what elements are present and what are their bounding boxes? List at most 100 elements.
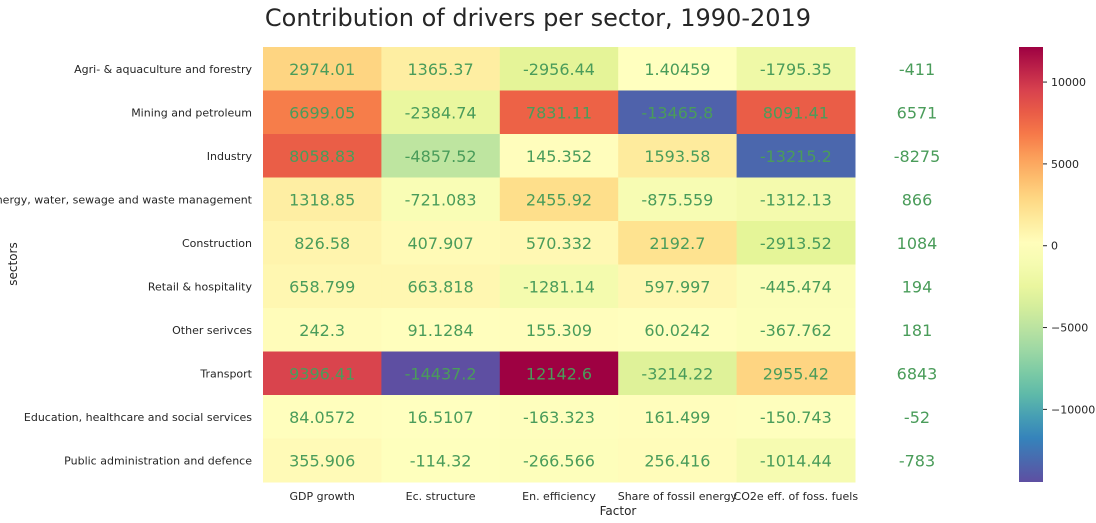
cell-value-label: 407.907 — [408, 234, 474, 253]
cell-value-label: 826.58 — [294, 234, 350, 253]
cell-value-label: -1795.35 — [760, 60, 832, 79]
heatmap-cell — [263, 177, 382, 222]
heatmap-cell — [499, 221, 619, 265]
cell-value-label: -4857.52 — [405, 147, 477, 166]
colorbar-tick-label: 5000 — [1051, 158, 1079, 171]
totals-column: -411 6571 -8275 866 1084 194 181 6843 -52 -783 — [894, 60, 941, 471]
heatmap-cell — [618, 177, 738, 222]
heatmap-cell — [618, 134, 738, 178]
cell-value-label: 2955.42 — [763, 364, 829, 383]
heatmap-cell — [499, 134, 619, 178]
x-axis-title: Factor — [600, 504, 637, 518]
cell-value-label: 8058.83 — [289, 147, 355, 166]
total-value-label: 194 — [902, 277, 933, 296]
cell-value-label: -2384.74 — [405, 103, 477, 122]
heatmap-cell — [736, 351, 856, 396]
heatmap-cell — [736, 90, 856, 135]
total-value-label: -783 — [899, 451, 935, 470]
cell-value-label: -2956.44 — [523, 60, 595, 79]
heatmap-cell — [736, 264, 856, 309]
heatmap-cell — [499, 177, 619, 222]
heatmap-cell — [618, 264, 738, 309]
heatmap-cell — [736, 395, 856, 439]
cell-value-label: -1281.14 — [523, 277, 595, 296]
cell-value-label: 1318.85 — [289, 190, 355, 209]
heatmap-cell — [263, 221, 382, 265]
x-tick-label: CO2e eff. of foss. fuels — [734, 490, 859, 503]
heatmap-cell — [263, 47, 382, 91]
total-value-label: 6571 — [897, 103, 938, 122]
cell-value-label: 145.352 — [526, 147, 592, 166]
heatmap-cell — [499, 308, 619, 352]
heatmap-cell — [381, 351, 501, 396]
cell-value-label: -13465.8 — [641, 103, 713, 122]
cell-value-label: -445.474 — [760, 277, 832, 296]
x-tick-label: GDP growth — [289, 490, 354, 503]
heatmap-cell — [499, 47, 619, 91]
cell-value-label: -150.743 — [760, 408, 832, 427]
heatmap-cell — [499, 264, 619, 309]
cell-value-label: -13215.2 — [760, 147, 832, 166]
cell-value-label: 570.332 — [526, 234, 592, 253]
cell-value-label: 16.5107 — [408, 408, 474, 427]
heatmap-cell — [381, 221, 501, 265]
heatmap-cell — [499, 395, 619, 439]
y-tick-label: Mining and petroleum — [131, 106, 252, 119]
colorbar — [1019, 47, 1043, 482]
heatmap-cell — [381, 308, 501, 352]
cell-value-label: -14437.2 — [405, 364, 477, 383]
colorbar-tick-label: −5000 — [1051, 322, 1088, 335]
total-value-label: -52 — [904, 408, 930, 427]
heatmap-cell — [736, 134, 856, 178]
heatmap-cell — [263, 351, 382, 396]
cell-value-label: 2455.92 — [526, 190, 592, 209]
y-tick-label: Retail & hospitality — [148, 280, 253, 293]
x-tick-label: Ec. structure — [406, 490, 476, 503]
cell-value-label: 1.40459 — [644, 60, 710, 79]
heatmap-cell — [263, 308, 382, 352]
heatmap-cell — [618, 438, 738, 483]
heatmap-cell — [263, 438, 382, 483]
cell-value-label: -1312.13 — [760, 190, 832, 209]
cell-value-label: 663.818 — [408, 277, 474, 296]
heatmap-cell — [381, 47, 501, 91]
cell-value-label: 2192.7 — [649, 234, 705, 253]
heatmap-cell — [381, 134, 501, 178]
heatmap-cell — [618, 308, 738, 352]
cell-value-label: 155.309 — [526, 321, 592, 340]
heatmap-cell — [618, 221, 738, 265]
heatmap-cell — [263, 264, 382, 309]
total-value-label: 1084 — [897, 234, 938, 253]
cell-value-label: 597.997 — [644, 277, 710, 296]
y-axis-title: sectors — [6, 242, 20, 285]
x-tick-label: En. efficiency — [522, 490, 596, 503]
x-axis-tick-labels: GDP growth Ec. structure En. efficiency Sha… — [289, 490, 858, 503]
heatmap-cell — [736, 221, 856, 265]
colorbar-ticks: 10000 5000 0 −5000 −10000 — [1043, 76, 1095, 416]
y-tick-label: Education, healthcare and social service… — [24, 411, 252, 424]
cell-value-label: -875.559 — [641, 190, 713, 209]
cell-value-label: 355.906 — [289, 451, 355, 470]
cell-value-label: 12142.6 — [526, 364, 592, 383]
cell-value-label: 84.0572 — [289, 408, 355, 427]
cell-value-label: -266.566 — [523, 451, 595, 470]
cell-value-label: 256.416 — [644, 451, 710, 470]
cell-value-label: 242.3 — [299, 321, 345, 340]
y-tick-label: Industry — [207, 150, 253, 163]
heatmap-cell — [618, 90, 738, 135]
y-tick-label: Public administration and defence — [64, 454, 252, 467]
cell-value-label: -721.083 — [405, 190, 477, 209]
heatmap-cell — [263, 134, 382, 178]
heatmap-cell — [381, 177, 501, 222]
heatmap-cell — [736, 47, 856, 91]
heatmap-cell — [618, 395, 738, 439]
cell-value-label: 6699.05 — [289, 103, 355, 122]
cell-value-label: 7831.11 — [526, 103, 592, 122]
cell-value-label: 8091.41 — [763, 103, 829, 122]
cell-value-label: -2913.52 — [760, 234, 832, 253]
heatmap-cell — [736, 438, 856, 483]
cell-value-label: 161.499 — [644, 408, 710, 427]
cell-value-label: -367.762 — [760, 321, 832, 340]
total-value-label: -8275 — [894, 147, 941, 166]
